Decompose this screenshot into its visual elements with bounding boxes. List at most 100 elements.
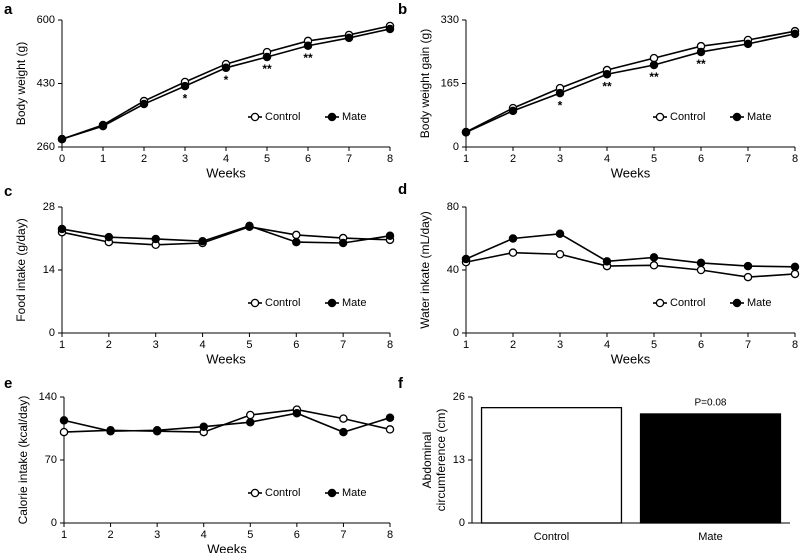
data-point: [245, 221, 254, 231]
x-tick-label: 5: [247, 529, 253, 541]
panel-label: d: [398, 181, 407, 198]
data-point: [696, 265, 706, 275]
x-axis-label: Weeks: [611, 165, 651, 180]
x-tick-label: 7: [340, 529, 346, 541]
x-axis-label: Weeks: [206, 351, 246, 366]
series-line: [63, 412, 391, 433]
x-tick-label: Control: [534, 531, 569, 543]
data-point: [790, 269, 800, 279]
data-point: [292, 230, 301, 240]
legend-label: Mate: [342, 111, 366, 123]
x-tick-label: 5: [651, 153, 657, 165]
data-point: [246, 410, 255, 420]
data-point: [555, 249, 565, 259]
data-point: [106, 426, 115, 436]
x-tick-label: 1: [59, 339, 65, 351]
data-point: [696, 47, 706, 57]
data-point: [555, 229, 565, 239]
data-point: [221, 63, 231, 73]
data-point: [696, 258, 706, 268]
data-point: [139, 99, 149, 109]
data-point: [339, 427, 348, 437]
x-tick-label: 4: [200, 339, 206, 351]
y-tick-label: 0: [49, 327, 55, 339]
y-axis-label: circumference (cm): [434, 409, 448, 512]
data-point: [649, 53, 659, 63]
data-point: [790, 29, 800, 39]
data-point: [743, 39, 753, 49]
data-point: [602, 70, 612, 79]
legend-label: Mate: [342, 487, 366, 499]
data-point: [59, 416, 69, 425]
x-tick-label: 1: [100, 153, 106, 165]
x-tick-label: 8: [387, 529, 393, 541]
data-point: [292, 408, 302, 418]
data-point: [508, 234, 518, 243]
data-point: [649, 60, 659, 70]
data-point: [262, 52, 272, 62]
x-tick-label: 7: [346, 153, 352, 165]
y-tick-label: 13: [453, 454, 465, 466]
y-tick-label: 80: [447, 201, 459, 213]
x-tick-label: 1: [463, 339, 469, 351]
legend-marker: [250, 488, 260, 498]
x-tick-label: 4: [223, 153, 229, 165]
series-line: [465, 232, 796, 268]
x-tick-label: Mate: [698, 531, 722, 543]
legend-marker: [327, 298, 337, 308]
data-point: [180, 81, 190, 91]
y-tick-label: 26: [453, 391, 465, 403]
significance: **: [303, 51, 313, 65]
panel-label: e: [4, 375, 12, 392]
significance: *: [224, 73, 229, 87]
legend-label: Control: [265, 487, 300, 499]
significance: **: [649, 70, 659, 84]
data-point: [508, 248, 518, 257]
data-point: [152, 426, 162, 435]
x-tick-label: 2: [510, 153, 516, 165]
legend-marker: [327, 488, 337, 498]
data-point: [151, 234, 160, 244]
x-tick-label: 2: [141, 153, 147, 165]
x-tick-label: 3: [557, 153, 563, 165]
legend-label: Control: [265, 297, 300, 309]
x-tick-label: 7: [745, 339, 751, 351]
data-point: [104, 232, 114, 242]
data-point: [385, 413, 395, 422]
y-axis-label: Food intake (g/day): [14, 218, 28, 321]
x-tick-label: 0: [59, 153, 65, 165]
data-point: [649, 253, 659, 262]
x-tick-label: 3: [557, 339, 563, 351]
series-line: [465, 33, 796, 134]
legend-marker: [655, 112, 665, 122]
data-point: [198, 236, 207, 246]
y-tick-label: 140: [39, 391, 57, 403]
y-tick-label: 0: [453, 141, 459, 153]
p-value: P=0.08: [695, 398, 727, 409]
data-point: [743, 272, 753, 282]
legend-marker: [250, 112, 260, 122]
x-tick-label: 6: [698, 339, 704, 351]
legend-label: Control: [670, 297, 705, 309]
x-tick-label: 8: [792, 339, 798, 351]
x-tick-label: 4: [604, 339, 610, 351]
data-point: [385, 231, 395, 241]
x-tick-label: 8: [387, 339, 393, 351]
x-tick-label: 3: [154, 529, 160, 541]
series-line: [465, 30, 796, 133]
data-point: [743, 261, 753, 271]
data-point: [344, 33, 354, 43]
legend-label: Control: [265, 111, 300, 123]
y-tick-label: 0: [459, 517, 465, 529]
y-tick-label: 260: [37, 141, 55, 153]
data-point: [246, 417, 255, 427]
data-point: [59, 427, 69, 437]
y-axis-label: Body weight gain (g): [418, 29, 432, 138]
panel-label: a: [4, 1, 13, 18]
series-line: [61, 225, 391, 246]
x-tick-label: 5: [651, 339, 657, 351]
x-tick-label: 6: [294, 529, 300, 541]
x-tick-label: 7: [340, 339, 346, 351]
data-point: [461, 254, 471, 264]
